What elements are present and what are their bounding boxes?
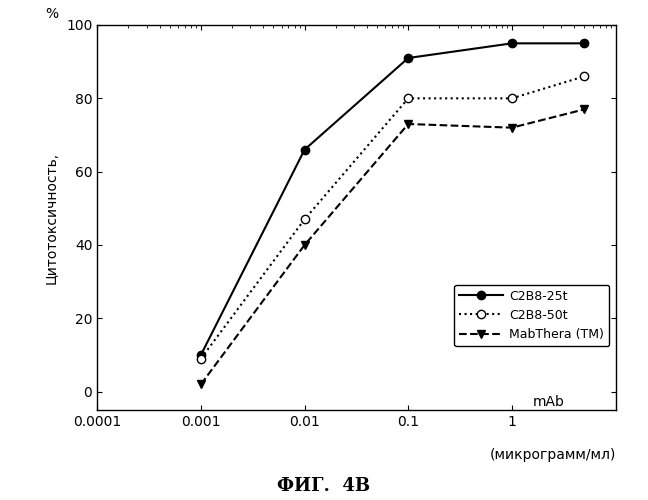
C2B8-50t <box>508 96 516 102</box>
Legend: C2B8-25t, C2B8-50t, MabThera (TM): C2B8-25t, C2B8-50t, MabThera (TM) <box>454 284 609 346</box>
C2B8-50t <box>581 74 588 80</box>
Text: ФИГ.  4В: ФИГ. 4В <box>277 477 371 495</box>
C2B8-50t <box>301 216 308 222</box>
C2B8-50t <box>197 356 205 362</box>
Text: (микрограмм/мл): (микрограмм/мл) <box>490 448 617 462</box>
C2B8-25t <box>404 55 412 61</box>
MabThera (TM) <box>197 382 205 388</box>
Line: C2B8-50t: C2B8-50t <box>197 72 588 363</box>
MabThera (TM) <box>508 124 516 130</box>
Text: mAb: mAb <box>533 396 565 409</box>
C2B8-25t <box>581 40 588 46</box>
C2B8-50t <box>404 96 412 102</box>
Y-axis label: Цитотоксичность,: Цитотоксичность, <box>45 152 59 284</box>
MabThera (TM) <box>404 121 412 127</box>
C2B8-25t <box>197 352 205 358</box>
C2B8-25t <box>508 40 516 46</box>
MabThera (TM) <box>581 106 588 112</box>
Line: MabThera (TM): MabThera (TM) <box>197 105 588 389</box>
Text: %: % <box>45 7 58 21</box>
C2B8-25t <box>301 146 308 152</box>
Line: C2B8-25t: C2B8-25t <box>197 39 588 359</box>
MabThera (TM) <box>301 242 308 248</box>
